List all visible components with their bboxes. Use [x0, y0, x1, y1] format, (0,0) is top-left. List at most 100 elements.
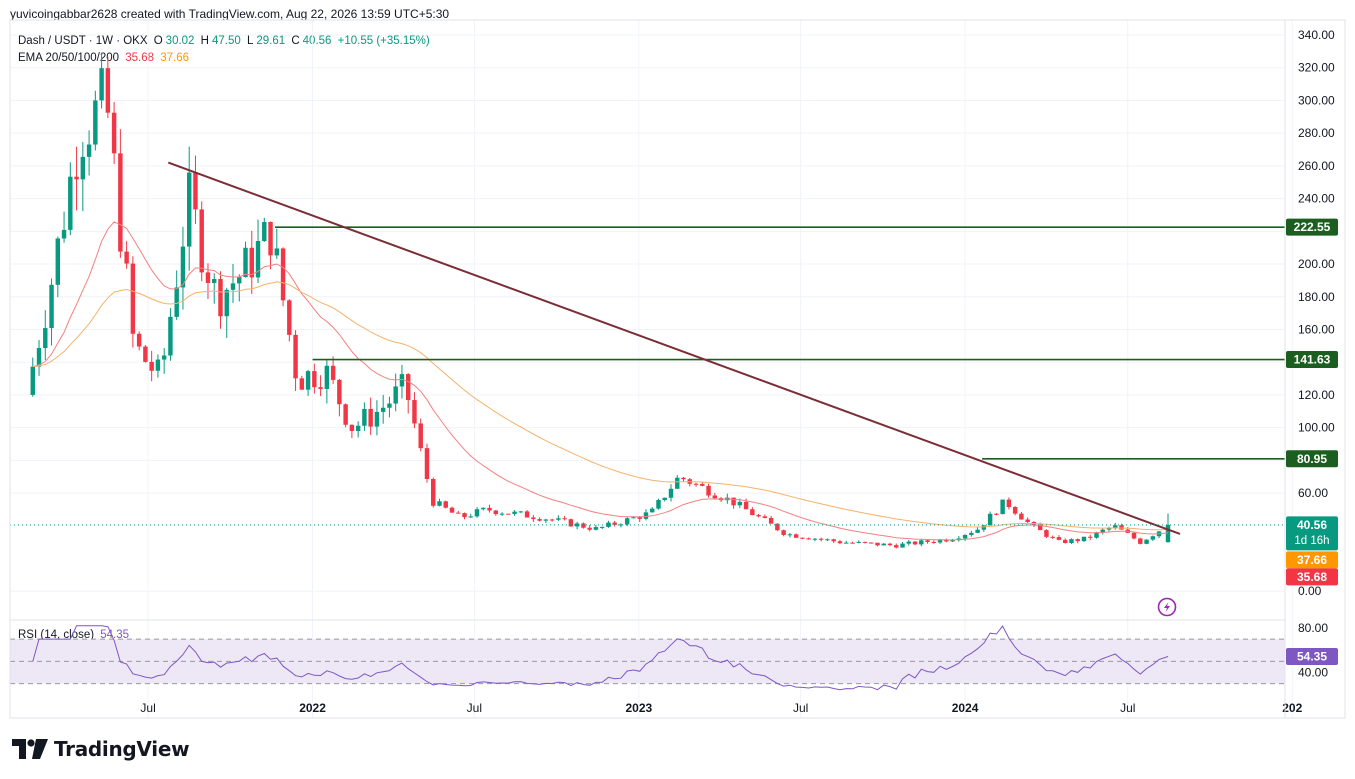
ema-lines [32, 221, 1169, 541]
open-value: 30.02 [165, 35, 195, 47]
candle-body [387, 403, 392, 408]
candle-body [781, 530, 786, 535]
candle-body [1012, 507, 1018, 514]
candle-body [305, 371, 311, 390]
low-value: 29.61 [256, 35, 286, 47]
candle-body [562, 518, 567, 520]
candle-body [380, 407, 386, 412]
author-credit: yuvicoingabbar2628 created with TradingV… [10, 7, 450, 21]
candle-body [987, 513, 993, 526]
lightning-icon[interactable] [1157, 597, 1177, 617]
candle-body [593, 527, 599, 530]
tradingview-logo-text: TradingView [54, 737, 190, 761]
price-tick-label: 60.00 [1298, 486, 1328, 500]
candle-body [869, 542, 874, 544]
rsi-legend[interactable]: RSI (14, close) 54.35 [18, 629, 132, 641]
candle-body [1075, 539, 1080, 542]
candle-body [581, 523, 586, 528]
candle-body [631, 517, 636, 519]
candle-body [1056, 537, 1062, 540]
candle-body [30, 366, 35, 395]
candle-body [837, 541, 843, 544]
candle-body [487, 507, 492, 511]
candle-body [818, 538, 824, 540]
candle-body [249, 247, 254, 278]
candle-body [1094, 532, 1099, 538]
ema-legend[interactable]: EMA 20/50/100/200 35.68 37.66 [18, 52, 192, 64]
price-tick-label: 200.00 [1298, 257, 1335, 271]
candle-body [875, 542, 880, 546]
candle-body [1062, 539, 1068, 544]
candle-body [1106, 527, 1112, 530]
price-tick-label: 260.00 [1298, 159, 1335, 173]
symbol-name[interactable]: Dash / USDT · 1W · OKX [18, 35, 148, 47]
candle-body [775, 523, 780, 531]
candle-body [93, 100, 98, 145]
candle-body [324, 365, 330, 389]
time-tick-label: 2022 [299, 701, 326, 715]
rsi-title[interactable]: RSI (14, close) [18, 629, 95, 641]
candle-body [731, 497, 736, 506]
candle-body [1144, 539, 1149, 544]
grid-lines [10, 20, 1293, 718]
candle-body [543, 519, 549, 521]
candles [30, 52, 1171, 549]
level-1-badge-text: 222.55 [1294, 220, 1331, 234]
last-price-badge-text: 40.56 [1297, 518, 1327, 532]
candle-body [293, 334, 298, 379]
symbol-legend[interactable]: Dash / USDT · 1W · OKX O 30.02 H 47.50 L 29… [18, 35, 433, 47]
candle-body [456, 512, 461, 514]
candle-body [656, 500, 661, 509]
candle-body [368, 408, 373, 427]
candle-body [1088, 536, 1093, 538]
candle-body [255, 241, 261, 278]
candle-body [237, 277, 242, 284]
candle-body [524, 511, 530, 518]
candle-body [55, 238, 61, 285]
tradingview-logo[interactable]: TradingView [12, 736, 190, 762]
drawings[interactable] [10, 161, 1285, 617]
time-tick-label: Jul [467, 701, 482, 715]
candle-body [606, 522, 611, 527]
time-tick-label: 202 [1282, 701, 1302, 715]
candle-body [537, 519, 542, 521]
candle-body [80, 156, 86, 180]
candle-body [61, 229, 67, 239]
candle-body [180, 246, 186, 288]
candle-body [412, 400, 417, 424]
candle-body [1131, 532, 1137, 539]
candle-body [743, 501, 749, 510]
price-tick-label: 0.00 [1298, 584, 1322, 598]
candle-body [330, 365, 336, 380]
candle-body [975, 529, 980, 533]
candle-body [68, 176, 73, 230]
candle-body [481, 507, 486, 510]
level-2-badge-text: 141.63 [1294, 353, 1331, 367]
candle-body [499, 513, 505, 515]
candle-body [650, 508, 655, 513]
candle-body [149, 361, 154, 371]
candle-body [262, 222, 267, 242]
candle-body [118, 153, 123, 252]
candle-body [399, 374, 405, 387]
candle-body [962, 534, 968, 539]
ema-title[interactable]: EMA 20/50/100/200 [18, 52, 120, 64]
candle-body [756, 515, 761, 517]
candle-body [1050, 536, 1055, 538]
candle-body [912, 541, 918, 545]
candle-body [531, 517, 536, 520]
candle-body [906, 541, 911, 544]
candle-body [186, 172, 192, 247]
candle-body [762, 516, 768, 518]
candle-body [937, 539, 943, 543]
candle-body [549, 519, 555, 521]
candle-body [1113, 525, 1118, 528]
ema20-value: 35.68 [125, 52, 155, 64]
time-tick-label: Jul [793, 701, 808, 715]
candle-body [599, 526, 605, 528]
price-tick-label: 180.00 [1298, 290, 1335, 304]
candle-body [124, 251, 129, 264]
candle-body [981, 525, 987, 530]
change-value: +10.55 (+35.15%) [337, 35, 430, 47]
